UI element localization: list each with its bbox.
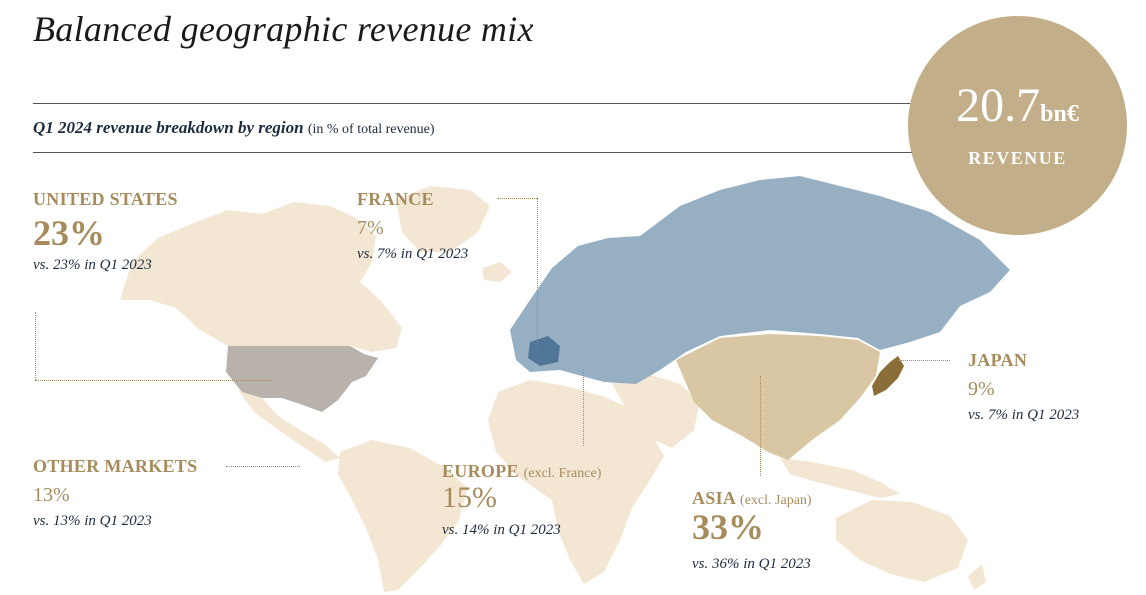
bottom-divider [33, 152, 913, 153]
subtitle-note: (in % of total revenue) [307, 122, 435, 137]
asia-leader [760, 376, 761, 476]
us-leader-horizontal [35, 380, 271, 381]
other-leader [226, 466, 300, 467]
us-region-name: UNITED STATES [33, 189, 178, 209]
asia-percentage: 33% [692, 507, 764, 547]
revenue-label: REVENUE [968, 148, 1067, 168]
asia-note: (excl. Japan) [740, 493, 812, 508]
japan-shape [872, 356, 904, 396]
japan-percentage: 9% [968, 378, 995, 400]
france-leader-vertical [537, 198, 538, 348]
chart-subtitle: Q1 2024 revenue breakdown by region (in … [33, 118, 435, 138]
france-leader-horizontal [497, 198, 537, 199]
europe-note: (excl. France) [523, 466, 602, 481]
europe-region-name: EUROPE (excl. France) [442, 461, 601, 482]
page-title: Balanced geographic revenue mix [33, 9, 534, 49]
revenue-badge: 20.7bn€ REVENUE [908, 16, 1127, 235]
other-markets-landmass [120, 186, 986, 592]
europe-comparison: vs. 14% in Q1 2023 [442, 522, 561, 538]
japan-leader [898, 360, 950, 361]
other-comparison: vs. 13% in Q1 2023 [33, 513, 152, 529]
france-comparison: vs. 7% in Q1 2023 [357, 246, 469, 262]
top-divider [33, 103, 910, 104]
asia-name-text: ASIA [692, 488, 736, 508]
asia-comparison: vs. 36% in Q1 2023 [692, 556, 811, 572]
japan-comparison: vs. 7% in Q1 2023 [968, 407, 1080, 423]
revenue-number: 20.7 [956, 79, 1041, 132]
france-shape [528, 336, 560, 366]
subtitle-bold: Q1 2024 revenue breakdown by region [33, 118, 304, 137]
europe-name-text: EUROPE [442, 461, 519, 481]
other-percentage: 13% [33, 484, 70, 506]
united-states-shape [226, 346, 378, 412]
revenue-value: 20.7bn€ [908, 82, 1127, 138]
europe-shape [510, 176, 1010, 384]
asia-shape [676, 334, 880, 460]
france-percentage: 7% [357, 217, 384, 239]
asia-region-name: ASIA (excl. Japan) [692, 488, 812, 509]
us-leader-vertical [35, 312, 36, 380]
revenue-unit: bn€ [1040, 101, 1079, 127]
us-percentage: 23% [33, 213, 105, 253]
other-region-name: OTHER MARKETS [33, 456, 198, 476]
europe-percentage: 15% [442, 481, 497, 514]
france-region-name: FRANCE [357, 189, 434, 209]
us-comparison: vs. 23% in Q1 2023 [33, 257, 152, 273]
europe-leader [583, 372, 584, 446]
japan-region-name: JAPAN [968, 350, 1028, 370]
